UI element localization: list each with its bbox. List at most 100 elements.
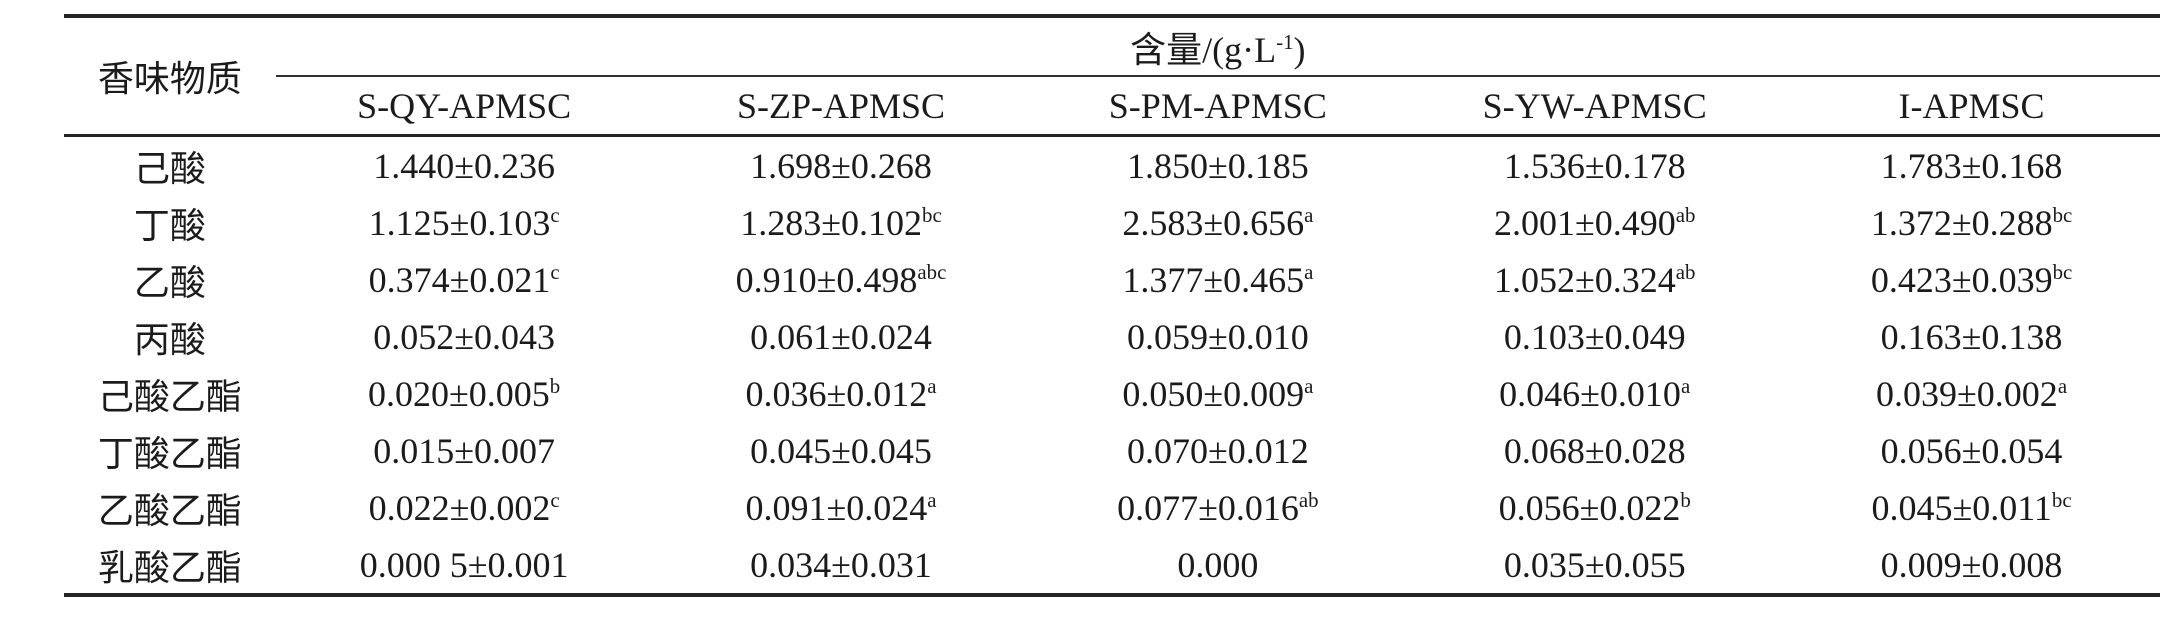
value-cell: 0.015±0.007 xyxy=(276,422,653,479)
value-cell: 0.035±0.055 xyxy=(1406,536,1784,597)
table-row: 己酸 1.440±0.236 1.698±0.268 1.850±0.185 1.536… xyxy=(64,136,2160,195)
row-header-label: 香味物质 xyxy=(64,14,276,137)
table-row: 丁酸乙酯 0.015±0.007 0.045±0.045 0.070±0.012 0.0… xyxy=(64,422,2160,479)
value-cell: 2.583±0.656a xyxy=(1029,194,1406,251)
measurement-value: 0.070±0.012 xyxy=(1126,430,1309,471)
measurement-value: 0.046±0.010 xyxy=(1499,373,1681,414)
measurement-value: 0.056±0.054 xyxy=(1880,430,2063,471)
measurement-value: 1.850±0.185 xyxy=(1126,145,1309,186)
measurement-value: 0.052±0.043 xyxy=(373,316,555,357)
measurement-value: 0.045±0.011 xyxy=(1871,487,2052,528)
value-cell: 0.052±0.043 xyxy=(276,308,653,365)
table-row: 乙酸乙酯 0.022±0.002c 0.091±0.024a 0.077±0.016a… xyxy=(64,479,2160,536)
measurement-value: 0.374±0.021 xyxy=(368,259,551,300)
column-header-sqy: S-QY-APMSC xyxy=(275,76,653,137)
measurement-value: 0.163±0.138 xyxy=(1880,316,2063,357)
measurement-value: 0.077±0.016 xyxy=(1117,487,1299,528)
column-header-szp: S-ZP-APMSC xyxy=(652,76,1030,137)
value-cell: 0.034±0.031 xyxy=(652,536,1030,597)
significance-superscript: a xyxy=(1304,373,1314,398)
table-body: 己酸 1.440±0.236 1.698±0.268 1.850±0.185 1.536… xyxy=(64,136,2160,597)
table-row: 己酸乙酯 0.020±0.005b 0.036±0.012a 0.050±0.009a… xyxy=(64,365,2160,422)
value-cell: 0.022±0.002c xyxy=(276,479,653,536)
content-unit-header: 含量/(g·L-1) xyxy=(275,14,2160,77)
table-header: 香味物质 含量/(g·L-1) S-QY-APMSC S-ZP-APMSC S-… xyxy=(64,14,2160,137)
measurement-value: 0.091±0.024 xyxy=(745,487,928,528)
value-cell: 1.283±0.102bc xyxy=(653,194,1030,251)
measurement-value: 0.009±0.008 xyxy=(1880,544,2063,585)
substance-label: 乳酸乙酯 xyxy=(64,536,276,597)
value-cell: 0.045±0.045 xyxy=(653,422,1030,479)
results-table-container: 香味物质 含量/(g·L-1) S-QY-APMSC S-ZP-APMSC S-… xyxy=(64,14,2160,597)
measurement-value: 1.440±0.236 xyxy=(373,145,555,186)
table-row: 丙酸 0.052±0.043 0.061±0.024 0.059±0.010 0.103… xyxy=(64,308,2160,365)
measurement-value: 0.036±0.012 xyxy=(745,373,928,414)
measurement-value: 0.068±0.028 xyxy=(1503,430,1686,471)
value-cell: 1.536±0.178 xyxy=(1406,136,1783,195)
value-cell: 0.046±0.010a xyxy=(1406,365,1783,422)
measurement-value: 1.783±0.168 xyxy=(1880,145,2063,186)
value-cell: 1.052±0.324ab xyxy=(1406,251,1783,308)
value-cell: 0.423±0.039bc xyxy=(1783,251,2160,308)
measurement-value: 1.125±0.103 xyxy=(368,202,551,243)
substance-label: 乙酸 xyxy=(133,262,206,303)
measurement-value: 0.056±0.022 xyxy=(1498,487,1681,528)
value-cell: 0.070±0.012 xyxy=(1029,422,1406,479)
measurement-value: 0.045±0.045 xyxy=(750,430,932,471)
value-cell: 0.077±0.016ab xyxy=(1029,479,1406,536)
column-header-spm: S-PM-APMSC xyxy=(1029,76,1407,137)
significance-superscript: b xyxy=(549,373,561,398)
value-cell: 0.050±0.009a xyxy=(1029,365,1406,422)
measurement-value: 0.061±0.024 xyxy=(750,316,932,357)
value-cell: 2.001±0.490ab xyxy=(1406,194,1783,251)
measurement-value: 0.039±0.002 xyxy=(1876,373,2058,414)
unit-superscript: -1 xyxy=(1276,29,1294,54)
value-cell: 0.000 xyxy=(1029,536,1407,597)
value-cell: 0.061±0.024 xyxy=(653,308,1030,365)
significance-superscript: abc xyxy=(917,259,947,284)
significance-superscript: ab xyxy=(1298,487,1319,512)
substance-label: 丁酸乙酯 xyxy=(97,433,242,474)
measurement-value: 0.015±0.007 xyxy=(373,430,555,471)
column-header-row: S-QY-APMSC S-ZP-APMSC S-PM-APMSC S-YW-AP… xyxy=(64,76,2160,137)
table-row: 乳酸乙酯 0.000 5±0.001 0.034±0.031 0.000 0.035±0… xyxy=(64,536,2160,597)
value-cell: 1.125±0.103c xyxy=(276,194,653,251)
value-cell: 1.440±0.236 xyxy=(276,136,653,195)
value-cell: 0.068±0.028 xyxy=(1406,422,1783,479)
substance-label: 丙酸 xyxy=(133,319,206,360)
significance-superscript: c xyxy=(550,259,560,284)
significance-superscript: a xyxy=(2057,373,2068,398)
significance-superscript: c xyxy=(550,202,560,227)
measurement-value: 0.423±0.039 xyxy=(1870,259,2053,300)
significance-superscript: b xyxy=(1680,487,1691,512)
column-header-syw: S-YW-APMSC xyxy=(1406,76,1784,137)
value-cell: 0.163±0.138 xyxy=(1783,308,2160,365)
value-cell: 1.850±0.185 xyxy=(1029,136,1406,195)
value-cell: 0.103±0.049 xyxy=(1406,308,1783,365)
measurement-value: 2.001±0.490 xyxy=(1493,202,1676,243)
significance-superscript: ab xyxy=(1675,259,1696,284)
significance-superscript: bc xyxy=(2052,202,2073,227)
value-cell: 1.783±0.168 xyxy=(1783,136,2160,195)
significance-superscript: a xyxy=(1304,259,1314,284)
measurement-value: 0.000 5±0.001 xyxy=(359,544,569,585)
measurement-value: 2.583±0.656 xyxy=(1122,202,1305,243)
substance-label: 乙酸乙酯 xyxy=(97,490,242,531)
measurement-value: 1.052±0.324 xyxy=(1493,259,1676,300)
substance-label: 丁酸 xyxy=(133,205,206,246)
measurement-value: 1.377±0.465 xyxy=(1122,259,1305,300)
measurement-value: 0.034±0.031 xyxy=(750,544,932,585)
value-cell: 0.045±0.011bc xyxy=(1783,479,2160,536)
column-header-i: I-APMSC xyxy=(1783,76,2160,137)
measurement-value: 0.910±0.498 xyxy=(735,259,918,300)
significance-superscript: a xyxy=(1680,373,1691,398)
significance-superscript: a xyxy=(927,373,937,398)
substance-label: 己酸乙酯 xyxy=(97,376,242,417)
significance-superscript: a xyxy=(1304,202,1314,227)
significance-superscript: bc xyxy=(2051,487,2072,512)
value-cell: 0.059±0.010 xyxy=(1029,308,1406,365)
table-row: 丁酸 1.125±0.103c 1.283±0.102bc 2.583±0.656a 2… xyxy=(64,194,2160,251)
measurement-value: 0.000 xyxy=(1177,544,1259,585)
significance-superscript: ab xyxy=(1675,202,1696,227)
value-cell: 0.036±0.012a xyxy=(653,365,1030,422)
